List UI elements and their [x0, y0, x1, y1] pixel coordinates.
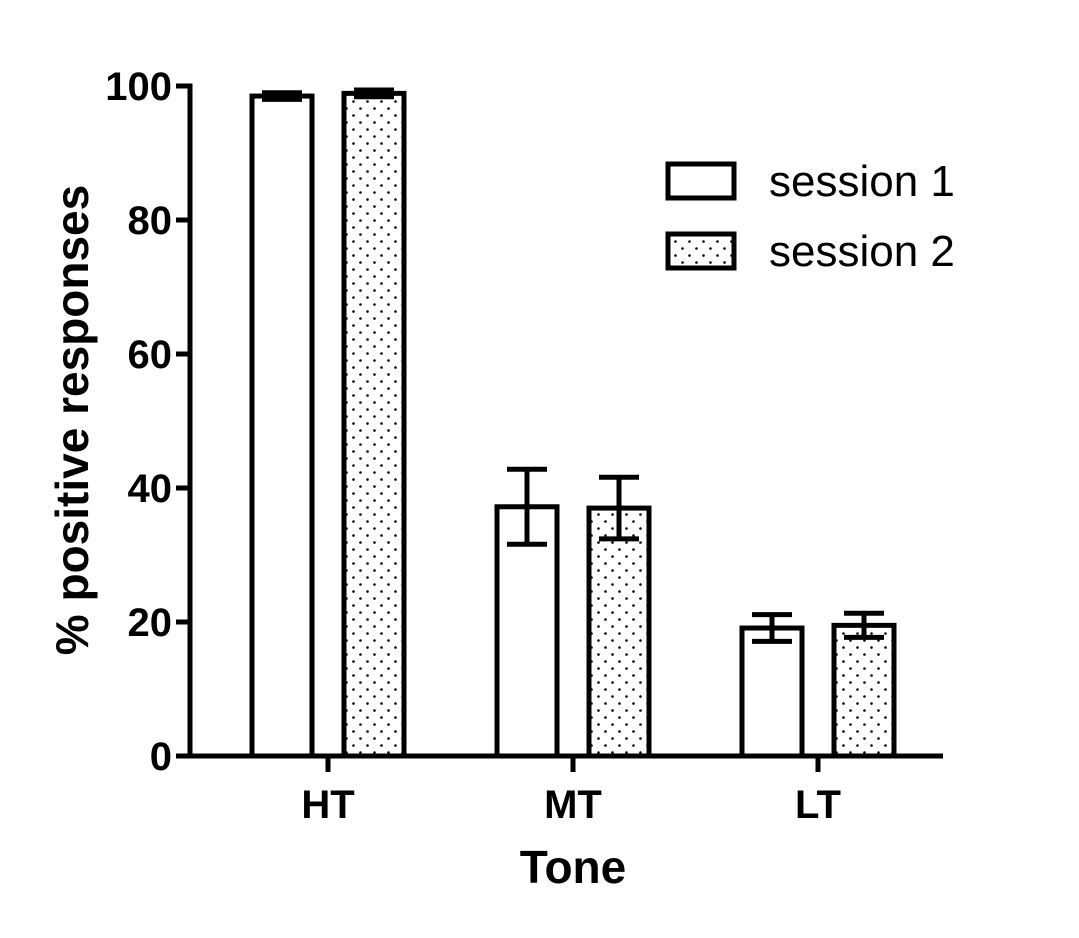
bar-session-1-MT — [494, 504, 560, 759]
legend-label: session 2 — [769, 227, 955, 276]
y-axis: 0 20 40 60 80 100 — [105, 65, 193, 779]
bar-session-2-LT — [831, 622, 897, 759]
legend-swatch-session-1 — [665, 161, 737, 201]
legend-label: session 1 — [769, 157, 955, 206]
legend-swatch-session-2 — [665, 231, 737, 271]
x-tick-label: MT — [544, 783, 602, 827]
y-tick-label: 80 — [128, 199, 173, 243]
x-axis-title: Tone — [520, 841, 626, 893]
y-tick-label: 0 — [150, 735, 172, 779]
y-tick-label: 40 — [128, 467, 173, 511]
y-tick-label: 60 — [128, 333, 173, 377]
bar-session-2-HT — [341, 90, 407, 759]
bar-session-2-MT — [586, 505, 652, 759]
legend: session 1 session 2 — [665, 157, 955, 276]
x-tick-label: LT — [795, 783, 841, 827]
x-tick-label: HT — [301, 783, 354, 827]
y-tick-label: 20 — [128, 601, 173, 645]
y-tick-label: 100 — [105, 65, 172, 109]
bars-group — [249, 87, 897, 759]
bar-session-1-HT — [249, 93, 315, 759]
bar-session-1-LT — [739, 625, 805, 759]
x-axis: HT MT LT — [190, 753, 943, 827]
y-axis-title: % positive responses — [46, 185, 98, 655]
